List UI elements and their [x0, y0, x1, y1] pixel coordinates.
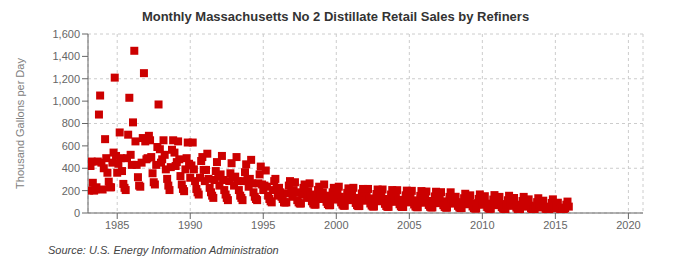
- html-text:Monthly Massachusetts No 2 Dis: Monthly Massachusetts No 2 Distillate Re…: [141, 9, 530, 24]
- svg-text:2005: 2005: [397, 219, 421, 231]
- svg-text:1,600: 1,600: [52, 28, 80, 40]
- svg-text:2000: 2000: [324, 219, 348, 231]
- svg-text:1995: 1995: [251, 219, 275, 231]
- svg-text:0: 0: [74, 207, 80, 219]
- svg-text:200: 200: [62, 185, 80, 197]
- svg-text:1,200: 1,200: [52, 73, 80, 85]
- svg-text:2015: 2015: [543, 219, 567, 231]
- svg-text:Thousand Gallons per Day: Thousand Gallons per Day: [14, 58, 26, 189]
- html-text:Source: U.S. Energy Informatio: Source: U.S. Energy Information Administ…: [48, 244, 279, 256]
- svg-text:2010: 2010: [470, 219, 494, 231]
- svg-text:400: 400: [62, 162, 80, 174]
- svg-text:2020: 2020: [616, 219, 640, 231]
- svg-text:800: 800: [62, 117, 80, 129]
- svg-text:1990: 1990: [178, 219, 202, 231]
- svg-text:600: 600: [62, 140, 80, 152]
- svg-text:1,400: 1,400: [52, 50, 80, 62]
- svg-text:1985: 1985: [105, 219, 129, 231]
- svg-text:1,000: 1,000: [52, 95, 80, 107]
